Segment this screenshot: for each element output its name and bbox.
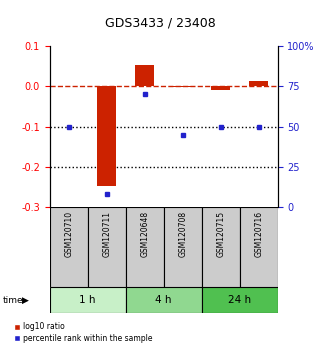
Bar [164,207,202,287]
Text: GSM120708: GSM120708 [178,211,187,257]
Bar [202,207,240,287]
Bar [126,287,202,313]
Text: GSM120715: GSM120715 [216,211,225,257]
Bar [173,86,192,87]
Text: time: time [3,296,24,305]
Text: 4 h: 4 h [155,295,172,305]
Bar [97,86,116,186]
Text: ▶: ▶ [22,296,29,305]
Text: GSM120716: GSM120716 [254,211,263,257]
Bar [135,65,154,86]
Text: GDS3433 / 23408: GDS3433 / 23408 [105,17,216,29]
Text: 24 h: 24 h [228,295,251,305]
Bar [240,207,278,287]
Text: 1 h: 1 h [80,295,96,305]
Text: GSM120711: GSM120711 [102,211,111,257]
Legend: log10 ratio, percentile rank within the sample: log10 ratio, percentile rank within the … [13,322,152,343]
Bar [211,86,230,90]
Bar [50,287,126,313]
Bar [50,207,88,287]
Bar [202,287,278,313]
Text: GSM120710: GSM120710 [64,211,73,257]
Bar [88,207,126,287]
Bar [126,207,164,287]
Bar [249,81,268,86]
Text: GSM120648: GSM120648 [140,211,149,257]
